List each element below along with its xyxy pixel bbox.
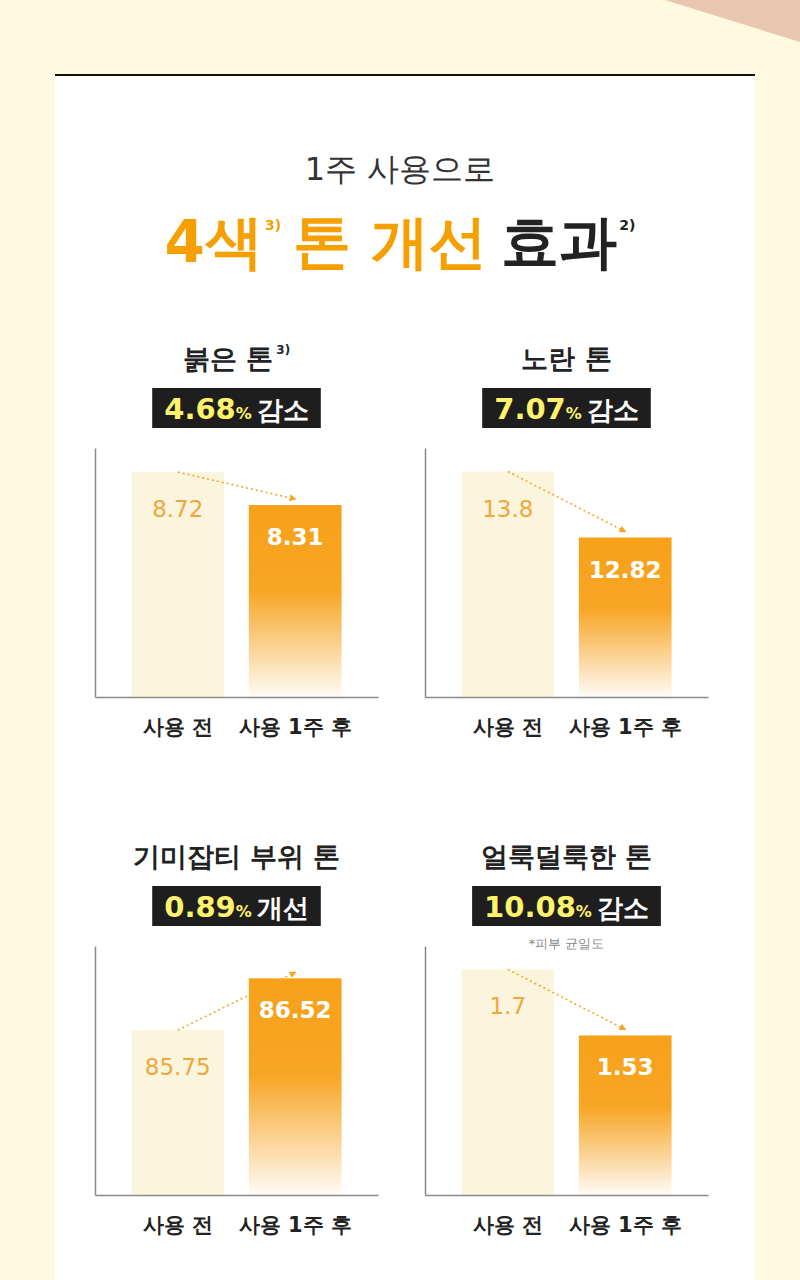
trend-arrow xyxy=(178,472,295,499)
header-tail: 효과 xyxy=(501,208,617,276)
bar xyxy=(579,1035,672,1195)
badge-text: 감소 xyxy=(257,395,309,425)
badge-text: 개선 xyxy=(257,893,309,923)
panel-title-note: 3) xyxy=(276,343,290,357)
badge-unit: % xyxy=(236,404,252,423)
x-axis-line xyxy=(96,1195,379,1197)
panel-title: 얼룩덜룩한 톤 xyxy=(481,841,652,872)
panel-title-text: 얼룩덜룩한 톤 xyxy=(481,841,652,872)
bars xyxy=(461,472,671,697)
badge-unit: % xyxy=(576,902,592,921)
y-axis-line xyxy=(425,947,427,1196)
y-axis xyxy=(95,449,96,698)
x-tick: 사용 전 xyxy=(143,1195,213,1237)
bar xyxy=(461,969,554,1195)
x-tick: 사용 1주 후 xyxy=(569,697,682,739)
badge: 10.08% 감소 xyxy=(484,890,649,924)
bars xyxy=(461,969,671,1195)
bars xyxy=(131,472,341,697)
badge-background xyxy=(152,886,321,926)
x-axis-line xyxy=(426,697,709,699)
bar xyxy=(131,472,224,697)
data-label: 8.72 xyxy=(152,496,203,522)
x-axis: 사용 전 사용 1주 후 xyxy=(426,1195,709,1237)
y-axis-line xyxy=(95,449,97,698)
bar xyxy=(579,538,672,697)
bar xyxy=(249,978,342,1195)
badge-value: 4.68 xyxy=(164,392,236,426)
x-tick-label: 사용 전 xyxy=(143,715,213,739)
panel-title: 노란 톤 xyxy=(521,343,611,374)
header-highlight: 4색 xyxy=(165,208,263,276)
x-tick-label: 사용 1주 후 xyxy=(569,1213,682,1237)
header-line1: 1주 사용으로 xyxy=(305,150,496,188)
card-top-line xyxy=(55,74,755,76)
y-axis xyxy=(95,947,96,1196)
x-tick-label: 사용 전 xyxy=(473,715,543,739)
badge-background xyxy=(472,886,661,926)
x-axis-line xyxy=(426,1195,709,1197)
chart-svg: 1주 사용으로4색3)톤 개선효과2)붉은 톤3)4.68%감소8.728.31… xyxy=(0,0,800,1280)
badge-value: 7.07 xyxy=(494,392,566,426)
data-label: 8.31 xyxy=(267,524,324,550)
header-note: 3) xyxy=(265,217,281,233)
data-label: 12.82 xyxy=(589,557,662,583)
x-tick: 사용 1주 후 xyxy=(239,1195,352,1237)
y-axis xyxy=(425,449,426,698)
page: 1주 사용으로4색3)톤 개선효과2)붉은 톤3)4.68%감소8.728.31… xyxy=(0,0,800,1280)
bars xyxy=(131,978,341,1195)
header-highlight: 톤 개선 xyxy=(293,208,487,276)
badge-unit: % xyxy=(566,404,582,423)
data-label: 13.8 xyxy=(482,496,533,522)
x-axis: 사용 전 사용 1주 후 xyxy=(96,697,379,739)
panel-title: 기미잡티 부위 톤 xyxy=(133,841,341,872)
panel-title-text: 노란 톤 xyxy=(521,343,611,374)
x-tick: 사용 1주 후 xyxy=(239,697,352,739)
data-label: 1.53 xyxy=(597,1054,654,1080)
badge-text: 감소 xyxy=(597,893,649,923)
x-tick: 사용 전 xyxy=(473,697,543,739)
x-tick-label: 사용 1주 후 xyxy=(239,715,352,739)
panel: 얼룩덜룩한 톤 10.08% 감소 *피부 균일도 1.7 1.53 사용 전 사용 1주 후 xyxy=(426,841,709,1237)
x-tick-label: 사용 1주 후 xyxy=(569,715,682,739)
bar xyxy=(249,505,342,697)
badge: 0.89% 개선 xyxy=(164,890,309,924)
panel: 노란 톤 7.07% 감소 13.8 12.82 사용 전 사용 1주 후 xyxy=(426,343,709,739)
bar xyxy=(461,472,554,697)
badge-background xyxy=(482,388,651,428)
data-label: 85.75 xyxy=(145,1054,211,1080)
header-note: 2) xyxy=(619,217,635,233)
data-label: 1.7 xyxy=(489,993,526,1019)
x-axis: 사용 전 사용 1주 후 xyxy=(96,1195,379,1237)
panel: 기미잡티 부위 톤 0.89% 개선 85.75 86.52 사용 전 사용 1주 후 xyxy=(96,841,379,1237)
header-title: 4색3) 톤 개선효과2) xyxy=(165,208,636,276)
panel-title-text: 붉은 톤 xyxy=(183,343,273,374)
x-axis: 사용 전 사용 1주 후 xyxy=(426,697,709,739)
panel: 붉은 톤3) 4.68% 감소 8.72 8.31 사용 전 사용 1주 후 xyxy=(96,343,379,739)
note: *피부 균일도 xyxy=(529,936,605,951)
bar xyxy=(131,1030,224,1195)
badge-value: 10.08 xyxy=(484,890,576,924)
x-tick-label: 사용 전 xyxy=(473,1213,543,1237)
y-axis xyxy=(425,947,426,1196)
badge: 7.07% 감소 xyxy=(494,392,639,426)
badge: 4.68% 감소 xyxy=(164,392,309,426)
badge-value: 0.89 xyxy=(164,890,236,924)
x-tick: 사용 1주 후 xyxy=(569,1195,682,1237)
data-label: 86.52 xyxy=(259,997,332,1023)
badge-unit: % xyxy=(236,902,252,921)
x-tick: 사용 전 xyxy=(143,697,213,739)
badge-text: 감소 xyxy=(587,395,639,425)
y-axis-line xyxy=(425,449,427,698)
x-tick-label: 사용 전 xyxy=(143,1213,213,1237)
y-axis-line xyxy=(95,947,97,1196)
x-tick: 사용 전 xyxy=(473,1195,543,1237)
decoration xyxy=(665,0,800,42)
panel-title: 붉은 톤3) xyxy=(183,343,290,374)
card xyxy=(55,75,755,1280)
x-axis-line xyxy=(96,697,379,699)
badge-background xyxy=(152,388,321,428)
x-tick-label: 사용 1주 후 xyxy=(239,1213,352,1237)
panel-title-text: 기미잡티 부위 톤 xyxy=(133,841,341,872)
